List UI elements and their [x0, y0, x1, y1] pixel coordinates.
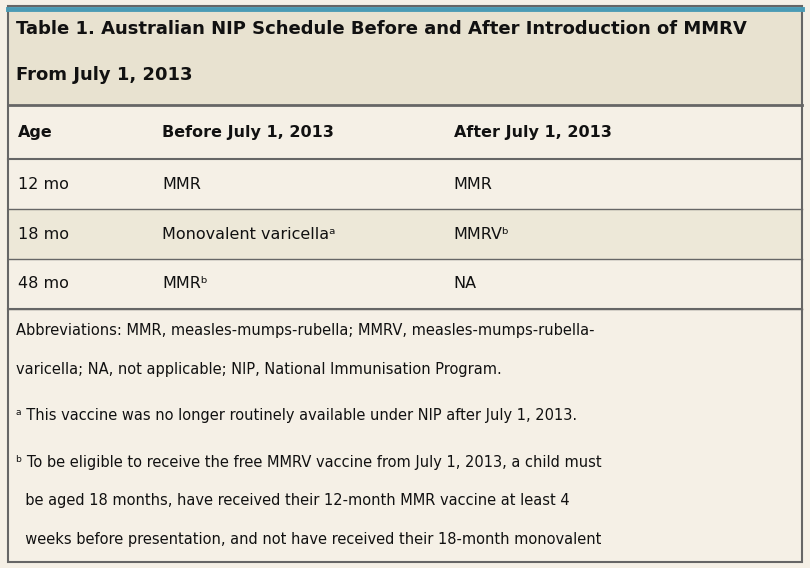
- Text: MMRVᵇ: MMRVᵇ: [454, 227, 509, 241]
- Text: ᵇ To be eligible to receive the free MMRV vaccine from July 1, 2013, a child mus: ᵇ To be eligible to receive the free MMR…: [16, 454, 602, 470]
- Text: Age: Age: [18, 124, 53, 140]
- Text: be aged 18 months, have received their 12-month MMR vaccine at least 4: be aged 18 months, have received their 1…: [16, 493, 569, 508]
- Bar: [8, 209, 802, 259]
- Text: Abbreviations: MMR, measles-mumps-rubella; MMRV, measles-mumps-rubella-: Abbreviations: MMR, measles-mumps-rubell…: [16, 323, 595, 338]
- Text: Table 1. Australian NIP Schedule Before and After Introduction of MMRV: Table 1. Australian NIP Schedule Before …: [16, 20, 747, 38]
- Text: MMR: MMR: [454, 177, 492, 191]
- Text: 18 mo: 18 mo: [18, 227, 69, 241]
- Text: NA: NA: [454, 277, 477, 291]
- Text: From July 1, 2013: From July 1, 2013: [16, 66, 193, 85]
- Bar: [8, 159, 802, 209]
- Text: After July 1, 2013: After July 1, 2013: [454, 124, 612, 140]
- Text: Before July 1, 2013: Before July 1, 2013: [162, 124, 334, 140]
- Text: ᵃ This vaccine was no longer routinely available under NIP after July 1, 2013.: ᵃ This vaccine was no longer routinely a…: [16, 408, 578, 423]
- Text: Monovalent varicellaᵃ: Monovalent varicellaᵃ: [162, 227, 335, 241]
- Text: 12 mo: 12 mo: [18, 177, 69, 191]
- Text: varicella; NA, not applicable; NIP, National Immunisation Program.: varicella; NA, not applicable; NIP, Nati…: [16, 362, 502, 377]
- Text: 48 mo: 48 mo: [18, 277, 69, 291]
- Text: weeks before presentation, and not have received their 18-month monovalent: weeks before presentation, and not have …: [16, 532, 602, 547]
- Bar: [8, 105, 802, 309]
- Text: MMRᵇ: MMRᵇ: [162, 277, 207, 291]
- Bar: [8, 259, 802, 309]
- Bar: [8, 6, 802, 105]
- Text: MMR: MMR: [162, 177, 201, 191]
